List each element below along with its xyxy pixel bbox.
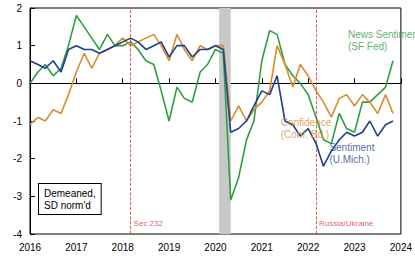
svg-text:SD norm'd: SD norm'd [44,200,91,211]
svg-text:Demeaned,: Demeaned, [44,188,96,199]
svg-text:2019: 2019 [158,242,181,253]
svg-text:-2: -2 [13,153,22,164]
svg-text:(SF Fed): (SF Fed) [348,41,387,52]
svg-text:2016: 2016 [19,242,42,253]
svg-text:2018: 2018 [112,242,135,253]
svg-text:-4: -4 [13,229,22,240]
svg-text:1: 1 [16,40,22,51]
svg-text:Russia/Ukraine: Russia/Ukraine [319,219,374,228]
svg-text:-3: -3 [13,191,22,202]
svg-text:-1: -1 [13,116,22,127]
svg-text:2022: 2022 [297,242,320,253]
svg-text:Sentiment: Sentiment [329,142,374,153]
svg-text:(Conf. Bd.): (Conf. Bd.) [281,129,329,140]
svg-text:0: 0 [16,78,22,89]
svg-text:(U.Mich.): (U.Mich.) [329,154,370,165]
svg-text:2023: 2023 [343,242,366,253]
svg-text:2021: 2021 [251,242,274,253]
svg-text:2017: 2017 [65,242,88,253]
svg-text:2: 2 [16,3,22,14]
svg-text:Sec 232: Sec 232 [134,219,164,228]
svg-text:2024: 2024 [390,242,413,253]
svg-text:2020: 2020 [204,242,227,253]
svg-text:News Sentiment: News Sentiment [348,29,415,40]
svg-text:Confidence: Confidence [281,117,332,128]
